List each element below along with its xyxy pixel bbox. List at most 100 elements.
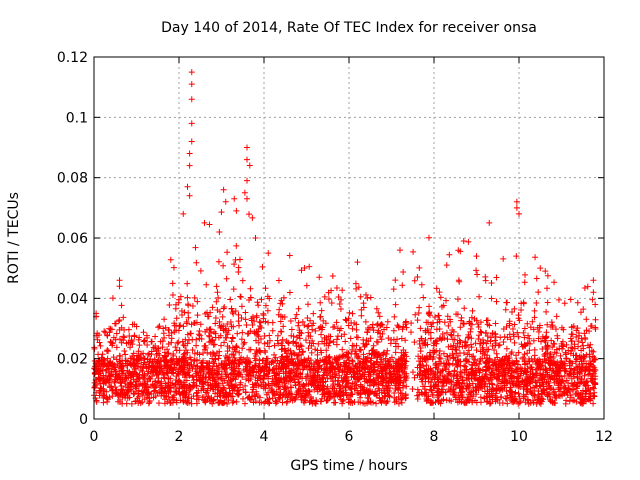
data-point bbox=[260, 375, 267, 382]
data-point bbox=[230, 323, 237, 330]
data-point bbox=[392, 277, 399, 284]
data-point bbox=[577, 309, 584, 316]
data-point bbox=[556, 363, 563, 370]
data-point bbox=[252, 393, 259, 400]
data-point bbox=[434, 319, 441, 326]
data-point bbox=[440, 359, 447, 366]
data-point bbox=[357, 374, 364, 381]
data-point bbox=[304, 373, 311, 380]
data-point bbox=[573, 334, 580, 341]
data-point bbox=[399, 326, 406, 333]
data-point bbox=[250, 384, 257, 391]
data-point bbox=[345, 322, 352, 329]
data-point bbox=[508, 350, 515, 357]
data-point bbox=[481, 388, 488, 395]
data-point bbox=[550, 367, 557, 374]
data-point bbox=[219, 313, 226, 320]
data-point bbox=[244, 330, 251, 337]
data-point bbox=[526, 340, 533, 347]
data-point bbox=[454, 375, 461, 382]
data-point bbox=[340, 396, 347, 403]
data-point bbox=[153, 372, 160, 379]
data-point bbox=[548, 337, 555, 344]
data-point bbox=[564, 392, 571, 399]
data-point bbox=[503, 323, 510, 330]
data-point bbox=[177, 391, 184, 398]
data-point bbox=[591, 357, 598, 364]
data-point bbox=[464, 351, 471, 358]
data-point bbox=[563, 397, 570, 404]
data-point bbox=[167, 385, 174, 392]
data-point bbox=[386, 364, 393, 371]
data-point bbox=[384, 387, 391, 394]
data-point bbox=[352, 280, 359, 287]
data-point bbox=[392, 349, 399, 356]
data-point bbox=[534, 397, 541, 404]
data-point bbox=[539, 358, 546, 365]
data-point bbox=[543, 391, 550, 398]
data-point bbox=[375, 327, 382, 334]
data-point bbox=[312, 358, 319, 365]
data-point bbox=[154, 379, 161, 386]
data-point bbox=[451, 381, 458, 388]
data-point bbox=[188, 138, 195, 145]
data-point bbox=[295, 387, 302, 394]
data-point bbox=[465, 372, 472, 379]
data-point bbox=[189, 302, 196, 309]
data-point bbox=[243, 321, 250, 328]
data-point bbox=[336, 300, 343, 307]
data-point bbox=[266, 343, 273, 350]
data-point bbox=[298, 267, 305, 274]
data-point bbox=[244, 371, 251, 378]
data-point bbox=[328, 287, 335, 294]
data-point bbox=[509, 308, 516, 315]
data-point bbox=[210, 351, 217, 358]
data-point bbox=[499, 399, 506, 406]
data-point bbox=[510, 381, 517, 388]
data-point bbox=[178, 366, 185, 373]
data-point bbox=[447, 331, 454, 338]
data-point bbox=[278, 379, 285, 386]
data-point bbox=[197, 321, 204, 328]
data-point bbox=[222, 353, 229, 360]
data-point bbox=[369, 321, 376, 328]
data-point bbox=[581, 285, 588, 292]
data-point bbox=[379, 373, 386, 380]
data-point bbox=[118, 370, 125, 377]
data-point bbox=[376, 387, 383, 394]
data-point bbox=[235, 372, 242, 379]
data-point bbox=[210, 363, 217, 370]
data-point bbox=[381, 363, 388, 370]
data-point bbox=[476, 293, 483, 300]
data-point bbox=[523, 369, 530, 376]
data-point bbox=[540, 383, 547, 390]
data-point bbox=[403, 324, 410, 331]
data-point bbox=[339, 400, 346, 407]
data-point bbox=[533, 275, 540, 282]
data-point bbox=[382, 399, 389, 406]
data-point bbox=[388, 354, 395, 361]
data-point bbox=[455, 379, 462, 386]
data-point bbox=[525, 332, 532, 339]
data-point bbox=[257, 319, 264, 326]
data-point bbox=[362, 318, 369, 325]
data-point bbox=[189, 365, 196, 372]
data-point bbox=[417, 344, 424, 351]
data-point bbox=[196, 351, 203, 358]
data-point bbox=[377, 358, 384, 365]
data-point bbox=[317, 299, 324, 306]
data-point bbox=[476, 361, 483, 368]
data-point bbox=[440, 350, 447, 357]
data-point bbox=[513, 357, 520, 364]
data-point bbox=[190, 377, 197, 384]
data-point bbox=[410, 248, 417, 255]
data-point bbox=[493, 274, 500, 281]
data-point bbox=[168, 366, 175, 373]
data-point bbox=[264, 307, 271, 314]
data-point bbox=[329, 369, 336, 376]
data-point bbox=[477, 328, 484, 335]
data-point bbox=[590, 277, 597, 284]
data-point bbox=[193, 319, 200, 326]
data-point bbox=[178, 307, 185, 314]
data-point bbox=[155, 377, 162, 384]
